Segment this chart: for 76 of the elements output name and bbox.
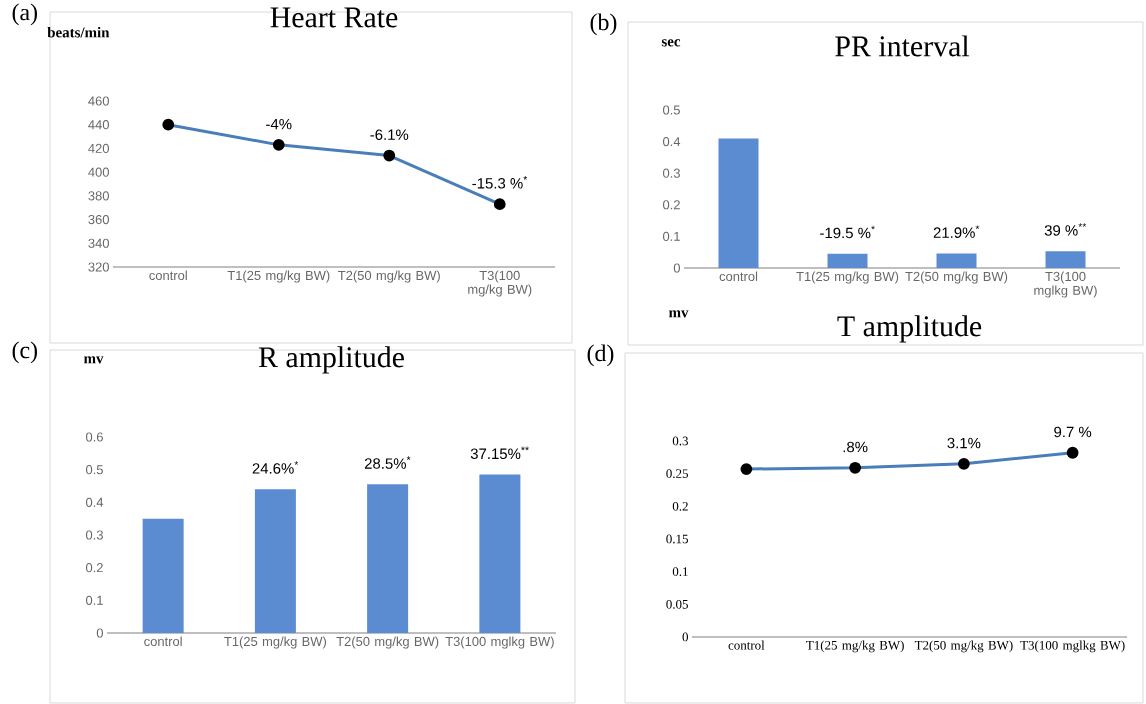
y-tick-label: 440 [88,120,109,130]
x-tick-label: T1(25 mg/kg BW) [796,271,899,284]
y-axis-title: beats/min [47,26,110,38]
y-tick-label: 380 [88,191,109,201]
x-tick-label: T2(50 mg/kg BW) [914,640,1013,653]
text: (b) [590,13,617,36]
x-tick-label: T3(100 mglkg BW) [445,636,554,649]
bar [1045,251,1086,268]
y-tick-label: 0.3 [662,168,680,178]
y-tick-label: 360 [88,214,109,225]
x-tick-label: T3(100 mglkg BW) [1034,271,1097,298]
annotation: 21.9%$^{*}$ [933,225,980,238]
bar [718,138,759,268]
annotation: 9.7 % [1054,426,1092,438]
y-tick-label: 460 [88,96,109,106]
annotation: .8% [843,441,868,453]
x-tick-label: T2(50 mg/kg BW) [905,271,1008,284]
y-tick-label: 0.3 [672,436,688,446]
x-tick-label: T3(100 mglkg BW) [1020,640,1125,653]
annotation: 24.6%$^{*}$ [252,461,299,474]
annotation: 3.1% [947,437,981,449]
bar [367,484,409,633]
x-tick-label: T1(25 mg/kg BW) [806,640,904,653]
y-tick-label: 0.6 [85,432,103,442]
text: (a) [12,3,38,26]
y-tick-label: 340 [88,238,109,248]
chart-title: Heart Rate [270,7,398,28]
bar [479,474,521,633]
annotation: 37.15%$^{**}$ [470,446,529,460]
chart-title: R amplitude [258,346,404,374]
annotation: -15.3 %$^{*}$ [472,176,528,189]
x-tick-label: T1(25 mg/kg BW) [227,270,330,283]
y-tick-label: 0.4 [662,136,681,147]
x-tick-label: control [728,640,765,650]
x-tick-label: control [149,270,187,281]
y-tick-label: 0.15 [666,534,688,544]
y-tick-label: 0.1 [662,231,680,241]
y-tick-label: 420 [88,143,109,153]
y-tick-label: 0.25 [666,469,688,479]
y-tick-label: 400 [88,167,109,177]
bar [142,518,184,633]
y-tick-label: 0.3 [85,530,103,540]
annotation: 28.5%$^{*}$ [364,456,411,469]
annotation: 39 %$^{**}$ [1044,223,1087,236]
y-axis-title: sec [661,39,681,47]
y-tick-label: 0.1 [85,595,103,605]
y-tick-label: 0.5 [85,465,103,475]
y-tick-label: 0 [673,263,680,273]
y-tick-label: 0 [682,632,688,642]
x-tick-label: control [144,636,182,647]
bar [827,253,868,268]
chart-title: PR interval [835,35,970,57]
x-tick-label: T1(25 mg/kg BW) [224,636,327,649]
y-tick-label: 0.1 [672,567,688,577]
annotation: -4% [266,118,292,130]
y-tick-label: 0.4 [85,497,104,507]
text: (c) [12,341,38,364]
y-tick-label: 0.2 [662,200,680,210]
chart-title: T amplitude [837,315,982,343]
x-tick-label: T2(50 mg/kg BW) [338,270,440,283]
text: (d) [587,344,614,367]
x-tick-label: T2(50 mg/kg BW) [336,636,439,649]
bar [254,489,296,633]
x-tick-label: T3(100 mg/kg BW) [468,270,532,297]
y-axis-title: mv [83,356,104,364]
y-tick-label: 0.5 [662,105,680,115]
y-tick-label: 0.2 [672,501,688,511]
annotation: -19.5 %$^{*}$ [820,225,875,239]
y-tick-label: 0.05 [666,599,688,609]
x-tick-label: control [719,271,758,282]
bar [936,253,977,268]
annotation: -6.1% [370,129,409,140]
y-tick-label: 0 [96,628,103,638]
y-axis-title: mv [668,310,689,318]
y-tick-label: 0.2 [85,563,103,573]
y-tick-label: 320 [88,262,109,272]
